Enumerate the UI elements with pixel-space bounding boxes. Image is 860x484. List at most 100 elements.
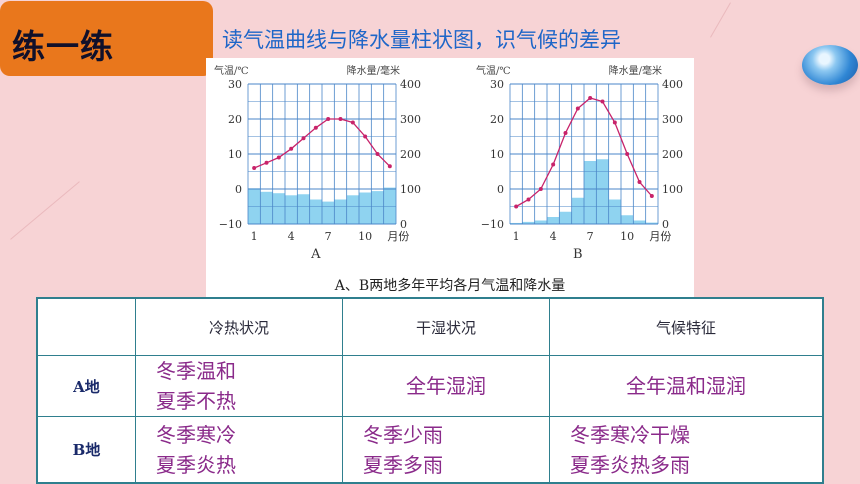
answer-line: 冬季温和 [156, 359, 236, 383]
month-tick-label: 10 [620, 230, 634, 243]
cell-a-moisture: 全年湿润 [342, 355, 550, 417]
precip-tick-label: 200 [662, 148, 683, 161]
row-label-b: B地 [37, 416, 136, 483]
precip-bar [260, 191, 273, 224]
globe-icon[interactable] [802, 45, 858, 85]
table-header-corner [37, 298, 136, 356]
temperature-point [276, 155, 281, 160]
table-header-moisture: 干湿状况 [342, 298, 550, 356]
precip-bar [645, 222, 658, 224]
temp-axis-label: 气温/℃ [214, 64, 249, 77]
precip-axis-label: 降水量/毫米 [347, 64, 400, 77]
precip-tick-label: 0 [400, 218, 407, 231]
precip-bar [322, 201, 335, 224]
temp-axis-label: 气温/℃ [476, 64, 511, 77]
cell-b-climate: 冬季寒冷干燥 夏季炎热多雨 [549, 416, 823, 483]
precip-tick-label: 300 [400, 113, 421, 126]
temperature-line [515, 97, 653, 208]
answer-line: 全年湿润 [406, 374, 486, 398]
temperature-point [514, 204, 519, 209]
climate-table: 冷热状况 干湿状况 气候特征 A地 冬季温和 夏季不热 全年湿润 全年温和湿润 … [36, 297, 824, 484]
month-tick-label: 4 [550, 230, 557, 243]
chart-name-label: B [573, 247, 583, 262]
temperature-point [526, 197, 531, 202]
answer-line: 夏季多雨 [363, 452, 443, 477]
temperature-point [551, 162, 556, 167]
temperature-point [588, 96, 593, 100]
temperature-point [301, 136, 306, 141]
temp-tick-label: 10 [228, 148, 242, 161]
temperature-point [338, 117, 343, 121]
page-subtitle: 读气温曲线与降水量柱状图，识气候的差异 [222, 28, 621, 52]
temp-tick-label: 10 [490, 148, 504, 161]
temperature-point [375, 152, 380, 156]
row-label-a: A地 [37, 355, 136, 417]
precip-tick-label: 0 [662, 218, 669, 231]
precip-bar [346, 195, 359, 224]
month-tick-label: 1 [513, 230, 520, 243]
answer-line: 全年温和湿润 [626, 374, 746, 398]
temp-tick-label: −10 [481, 218, 504, 231]
chart-caption: A、B两地多年平均各月气温和降水量 [334, 277, 565, 294]
answer-line: 夏季炎热 [156, 452, 236, 477]
month-axis-label: 月份 [649, 230, 671, 243]
precip-bar [383, 187, 396, 224]
temperature-point [252, 166, 257, 170]
precip-bar [608, 199, 621, 224]
precip-tick-label: 400 [662, 78, 683, 91]
precip-bar [547, 217, 560, 224]
table-header-row: 冷热状况 干湿状况 气候特征 [37, 298, 823, 356]
precip-bar [559, 211, 572, 224]
precip-bar [334, 199, 347, 224]
precip-tick-label: 300 [662, 113, 683, 126]
precip-bar [297, 194, 310, 224]
answer-line: 夏季不热 [156, 389, 236, 413]
temp-tick-label: 20 [228, 113, 242, 126]
temp-tick-label: 0 [235, 183, 242, 196]
background-decoration [710, 2, 731, 38]
temperature-point [387, 164, 392, 169]
precip-bar [584, 161, 597, 224]
precip-bar [621, 215, 634, 224]
title-badge: 练一练 [0, 1, 213, 76]
month-tick-label: 7 [325, 230, 332, 243]
precip-tick-label: 200 [400, 148, 421, 161]
temperature-point [649, 194, 654, 198]
precip-bar [371, 191, 384, 224]
page-title: 练一练 [12, 27, 114, 66]
table-header-thermal: 冷热状况 [135, 298, 343, 356]
temperature-point [575, 106, 580, 111]
answer-line: 冬季少雨 [363, 422, 443, 447]
precip-bar [285, 195, 298, 224]
temperature-point [625, 152, 630, 156]
temp-tick-label: 20 [490, 113, 504, 126]
temperature-point [363, 134, 368, 139]
cell-b-moisture: 冬季少雨 夏季多雨 [342, 416, 550, 483]
month-tick-label: 4 [288, 230, 295, 243]
temperature-point [326, 117, 331, 121]
temperature-point [313, 125, 318, 130]
precip-bar [309, 199, 322, 224]
cell-a-climate: 全年温和湿润 [549, 355, 823, 417]
answer-line: 冬季寒冷干燥 [570, 422, 690, 447]
answer-line: 冬季寒冷 [156, 422, 236, 447]
precip-axis-label: 降水量/毫米 [609, 64, 662, 77]
month-tick-label: 10 [358, 230, 372, 243]
month-tick-label: 1 [251, 230, 258, 243]
precip-tick-label: 100 [662, 183, 683, 196]
temp-tick-label: 30 [228, 78, 242, 91]
precip-bar [596, 159, 609, 224]
precip-bar [272, 193, 285, 224]
temperature-point [538, 187, 543, 191]
precip-bar [534, 220, 547, 224]
precip-bar [571, 197, 584, 224]
temperature-point [637, 180, 642, 184]
answer-line: 夏季炎热多雨 [570, 452, 690, 477]
temperature-point [600, 99, 605, 104]
precip-bar [522, 221, 535, 224]
precip-bar [633, 220, 646, 224]
precip-bar [510, 222, 523, 224]
chart-name-label: A [310, 247, 321, 262]
temperature-line [253, 118, 391, 169]
